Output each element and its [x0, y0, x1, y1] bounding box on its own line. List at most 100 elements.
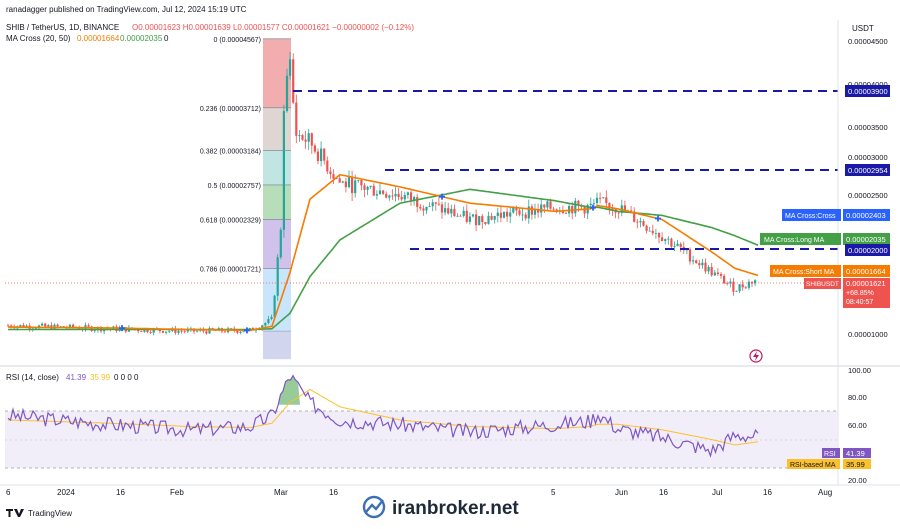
candle-body	[719, 274, 723, 276]
candle-body	[304, 139, 307, 142]
svg-text:RSI-based MA: RSI-based MA	[790, 462, 836, 469]
candle-body	[447, 208, 450, 214]
candle-body	[664, 239, 667, 241]
candle-body	[87, 325, 90, 327]
candle-body	[493, 216, 496, 220]
candle-body	[267, 319, 270, 324]
price-tick: 0.00003000	[848, 153, 888, 162]
fibonacci-retracement[interactable]: 0 (0.00004567) 0.236 (0.00003712) 0.382 (0…	[200, 37, 291, 360]
candle-body	[605, 197, 608, 203]
candle-body	[400, 196, 403, 200]
rsi-tick: 100.00	[848, 366, 871, 375]
candle-body	[648, 230, 651, 232]
candle-body	[533, 209, 537, 215]
candle-body	[34, 328, 37, 330]
candle-body	[543, 204, 546, 208]
candle-body	[205, 331, 208, 334]
candle-body	[518, 210, 521, 215]
price-tick: 0.00002500	[848, 191, 888, 200]
candle-body	[307, 133, 310, 142]
svg-text:08:40:57: 08:40:57	[846, 299, 873, 306]
candle-body	[335, 178, 338, 180]
candle-body	[651, 230, 654, 234]
fib-level-label: 0.382 (0.00003184)	[200, 148, 261, 155]
time-tick: 5	[551, 488, 556, 497]
candle-body	[428, 206, 431, 207]
candle-body	[270, 317, 273, 320]
candle-body	[44, 323, 47, 327]
lightning-icon[interactable]	[749, 349, 763, 363]
candle-body	[496, 212, 499, 217]
rsi-title[interactable]: RSI (14, close)	[6, 373, 59, 382]
candle-body	[329, 171, 332, 175]
candle-body	[22, 324, 25, 328]
price-axis[interactable]: USDT 0.00004500 0.00004000 0.00003500 0.…	[848, 24, 888, 339]
candle-body	[72, 324, 75, 328]
candle-body	[577, 200, 580, 206]
rsi-tail: 0 0 0 0	[114, 373, 139, 382]
candle-body	[341, 181, 344, 183]
cross-marker	[244, 327, 250, 334]
candle-body	[521, 214, 524, 216]
time-axis[interactable]: 6 2024 16 Feb Mar 16 5 Jun 16 Jul 16 Aug	[6, 488, 832, 497]
candle-body	[657, 233, 661, 238]
candle-body	[301, 135, 304, 140]
candle-body	[667, 238, 670, 240]
candle-body	[292, 59, 295, 103]
price-tick: 0.00003500	[848, 123, 888, 132]
candle-body	[332, 174, 335, 179]
candle-body	[645, 225, 648, 231]
svg-text:TradingView: TradingView	[28, 509, 72, 518]
candle-body	[723, 275, 726, 284]
candle-body	[208, 328, 211, 334]
candle-body	[431, 202, 434, 207]
candle-body	[599, 197, 602, 199]
candle-body	[351, 177, 354, 194]
price-tick: 0.00001000	[848, 330, 888, 339]
candle-body	[744, 287, 747, 289]
candle-body	[161, 331, 165, 333]
fib-level-label: 0.618 (0.00002329)	[200, 217, 261, 224]
svg-text:0.00002954: 0.00002954	[848, 166, 888, 175]
candle-body	[527, 206, 530, 219]
price-axis-currency: USDT	[852, 24, 874, 33]
publisher-line: ranadagger published on TradingView.com,…	[6, 5, 247, 14]
svg-text:41.39: 41.39	[846, 449, 865, 458]
svg-text:RSI: RSI	[824, 451, 836, 458]
candle-body	[47, 325, 50, 327]
candle-body	[530, 206, 533, 215]
candle-body	[512, 207, 515, 213]
candle-body	[196, 330, 199, 332]
candle-body	[165, 331, 168, 333]
badge-level-2000: 0.00002000	[845, 244, 890, 256]
candle-body	[372, 185, 375, 196]
badge-ma-cross: MA Cross:Cross 0.00002403	[782, 209, 890, 221]
candle-body	[630, 210, 633, 212]
candle-body	[459, 215, 462, 217]
candle-body	[481, 216, 484, 223]
candle-body	[168, 330, 171, 332]
candle-body	[633, 211, 636, 222]
candle-body	[546, 201, 549, 208]
badge-level-3900: 0.00003900	[845, 85, 890, 97]
rsi-axis[interactable]: 100.00 80.00 60.00 20.00	[848, 366, 871, 485]
candle-body	[273, 295, 276, 318]
candle-body	[152, 328, 155, 333]
rsi-value: 41.39	[66, 373, 87, 382]
ma-long-value: 0.00002035	[120, 34, 163, 43]
candle-body	[344, 181, 347, 188]
candle-body	[264, 323, 267, 326]
candle-body	[608, 202, 611, 209]
candle-body	[611, 208, 614, 210]
tradingview-logo[interactable]: TradingView	[6, 509, 72, 518]
candle-body	[537, 209, 540, 213]
badge-level-2954: 0.00002954	[845, 164, 890, 176]
candle-body	[595, 197, 599, 204]
symbol-info[interactable]: SHIB / TetherUS, 1D, BINANCE	[6, 23, 119, 32]
time-tick: 16	[116, 488, 125, 497]
candle-body	[6, 325, 10, 327]
indicator-name[interactable]: MA Cross (20, 50)	[6, 34, 71, 43]
candle-body	[406, 192, 409, 195]
candle-body	[223, 331, 227, 333]
